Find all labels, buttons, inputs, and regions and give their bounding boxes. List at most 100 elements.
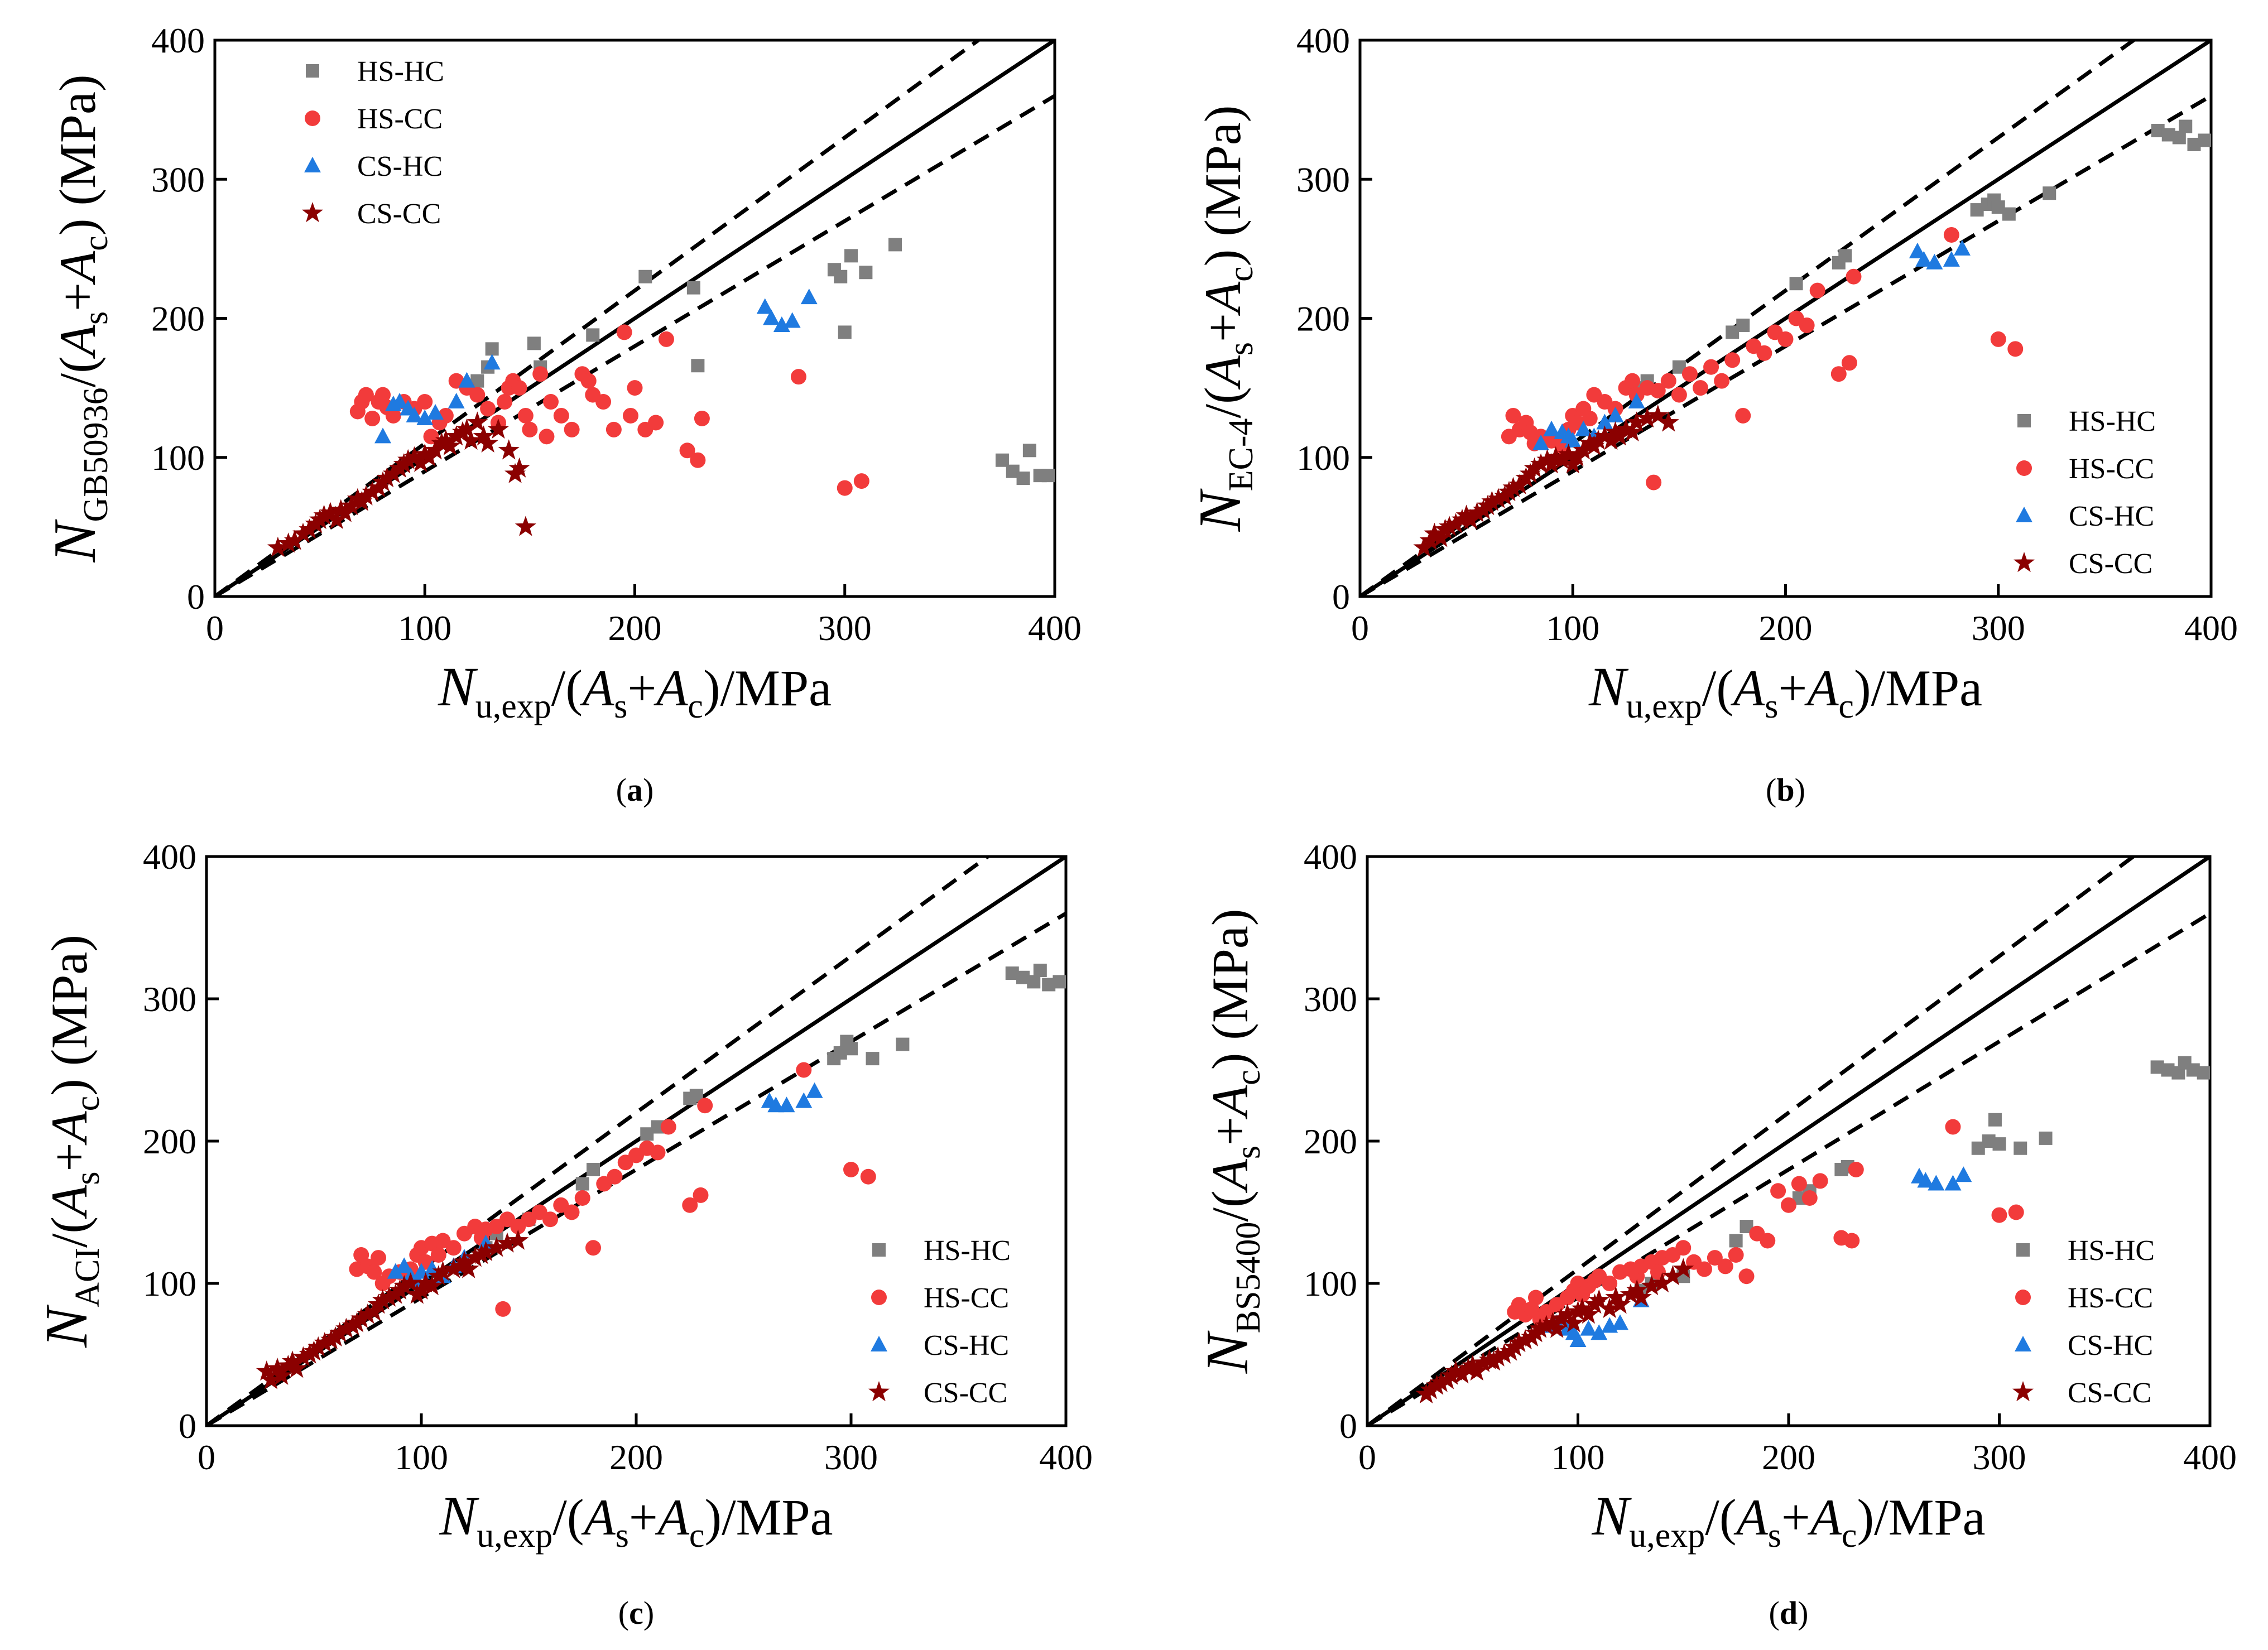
data-point-hs-cc (790, 369, 806, 385)
data-point-hs-cc (1717, 1258, 1733, 1274)
data-point-cs-cc (498, 439, 520, 460)
data-point-cs-cc (335, 1317, 357, 1338)
data-point-cs-hc (458, 372, 475, 388)
data-point-cs-hc (1591, 1324, 1608, 1340)
data-point-cs-hc (427, 403, 444, 420)
data-point-hs-cc (622, 407, 638, 424)
y-tick-label: 200 (1304, 1122, 1357, 1161)
data-point-cs-cc (1424, 522, 1445, 543)
data-point-cs-cc (1545, 446, 1567, 466)
data-point-cs-hc (1532, 434, 1550, 450)
data-point-cs-hc (1917, 1172, 1934, 1188)
data-point-cs-cc (432, 1261, 454, 1281)
y-tick-label: 300 (151, 160, 205, 199)
data-point-hs-cc (1650, 383, 1666, 399)
x-tick-label: 0 (1351, 608, 1369, 648)
data-point-cs-hc (800, 288, 818, 305)
data-point-cs-cc (515, 516, 536, 536)
data-point-cs-cc (1493, 1343, 1515, 1364)
x-tick-label: 200 (1759, 608, 1813, 648)
data-point-hs-hc (691, 359, 705, 373)
data-point-cs-cc (1536, 449, 1558, 469)
data-point-hs-cc (517, 407, 534, 424)
data-point-hs-hc (859, 266, 873, 280)
data-point-cs-hc (763, 309, 780, 325)
x-tick-label: 200 (1762, 1437, 1815, 1477)
data-point-cs-cc (1439, 516, 1460, 536)
data-point-hs-cc (693, 1187, 709, 1203)
data-point-cs-cc (435, 429, 457, 450)
data-point-cs-hc (1575, 420, 1592, 436)
data-point-cs-cc (1451, 1363, 1473, 1384)
data-point-cs-cc (400, 1272, 421, 1293)
data-point-cs-cc (1630, 1286, 1652, 1307)
legend-label: CS-HC (924, 1330, 1009, 1362)
plot-area (1367, 857, 2210, 1426)
legend-marker-hs-hc (306, 64, 319, 78)
data-point-cs-cc (507, 1229, 529, 1250)
data-point-hs-cc (694, 410, 710, 426)
legend-marker-cs-cc (2014, 552, 2035, 573)
data-point-hs-cc (1844, 1233, 1860, 1249)
data-point-cs-hc (1607, 406, 1624, 422)
data-point-cs-cc (403, 446, 425, 466)
data-point-hs-cc (796, 1062, 812, 1078)
y-tick-label: 300 (143, 979, 196, 1019)
data-point-hs-hc (2197, 1066, 2210, 1080)
data-point-cs-cc (497, 1232, 518, 1253)
y-tick-label: 200 (1296, 299, 1350, 339)
data-point-cs-cc (1524, 457, 1545, 478)
data-point-hs-hc (485, 342, 499, 356)
x-tick-label: 300 (1973, 1437, 2026, 1477)
data-point-cs-cc (1573, 439, 1594, 460)
legend-marker-cs-cc (2012, 1381, 2034, 1402)
data-point-hs-cc (650, 1144, 666, 1161)
data-point-hs-cc (1646, 474, 1662, 490)
data-point-cs-cc (1508, 474, 1530, 494)
data-point-cs-cc (1529, 1317, 1551, 1338)
x-tick-label: 100 (1546, 608, 1599, 648)
data-point-cs-cc (382, 463, 404, 483)
x-tick-label: 300 (818, 608, 872, 648)
data-point-cs-cc (1609, 1293, 1631, 1314)
data-point-cs-hc (1564, 431, 1582, 448)
y-tick-label: 400 (1304, 837, 1357, 877)
legend-label: CS-CC (2069, 548, 2152, 580)
data-point-hs-cc (1707, 1250, 1723, 1266)
data-point-hs-cc (1693, 380, 1708, 396)
y-tick-label: 100 (1304, 1264, 1357, 1303)
legend-label: HS-HC (357, 56, 444, 88)
data-point-cs-cc (1641, 1275, 1662, 1296)
data-point-cs-cc (460, 429, 482, 450)
data-point-hs-hc (888, 238, 902, 252)
data-point-hs-cc (1945, 1119, 1961, 1135)
data-point-cs-cc (376, 467, 398, 488)
data-point-cs-hc (773, 316, 790, 332)
legend-label: HS-HC (924, 1235, 1011, 1267)
data-point-hs-cc (1990, 331, 2006, 347)
data-point-cs-cc (1579, 432, 1601, 453)
x-tick-label: 400 (2184, 608, 2238, 648)
data-point-cs-cc (454, 1250, 475, 1271)
data-point-cs-cc (508, 457, 530, 478)
data-point-hs-cc (1791, 1176, 1807, 1192)
data-point-cs-cc (307, 1336, 329, 1356)
data-point-hs-cc (1681, 366, 1698, 382)
data-point-cs-cc (1599, 1297, 1621, 1319)
data-point-hs-cc (495, 1301, 511, 1317)
data-point-cs-hc (387, 1263, 404, 1279)
data-point-cs-cc (1558, 443, 1579, 464)
data-point-hs-cc (564, 421, 580, 437)
data-point-cs-cc (256, 1360, 277, 1381)
data-point-cs-hc (391, 393, 409, 409)
dashed-reference-line (1367, 857, 2135, 1426)
legend-marker-cs-hc (2016, 507, 2032, 522)
data-point-hs-cc (1848, 1162, 1864, 1177)
data-point-hs-cc (469, 387, 486, 403)
x-tick-label: 0 (206, 608, 224, 648)
legend-marker-hs-hc (2017, 414, 2031, 427)
data-point-cs-cc (475, 1240, 497, 1262)
data-point-hs-cc (371, 1250, 386, 1266)
data-point-hs-cc (1660, 373, 1676, 389)
data-point-cs-cc (314, 1332, 335, 1353)
